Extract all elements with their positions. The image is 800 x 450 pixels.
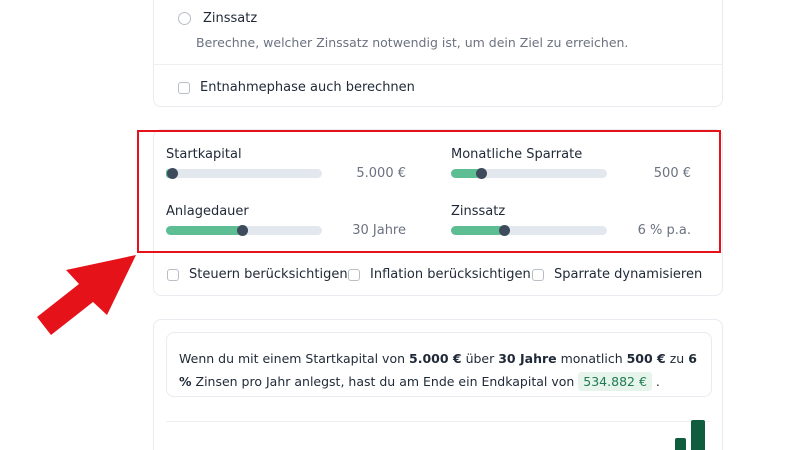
dynamic-label: Sparrate dynamisieren — [554, 267, 703, 282]
monthly-rate-slider[interactable] — [451, 168, 607, 179]
chart-bar-large — [691, 420, 705, 450]
final-capital-badge: 534.882 € — [578, 372, 652, 391]
result-summary: Wenn du mit einem Startkapital von 5.000… — [166, 332, 712, 397]
interest-rate-label: Zinssatz — [451, 204, 506, 219]
slider-fill — [451, 169, 481, 178]
result-monthly-rate: 500 € — [626, 351, 666, 366]
slider-fill — [166, 226, 242, 235]
result-start-capital: 5.000 € — [409, 351, 462, 366]
interest-rate-slider[interactable] — [451, 225, 607, 236]
withdrawal-phase-checkbox[interactable] — [178, 81, 190, 94]
dynamic-option[interactable]: Sparrate dynamisieren — [532, 267, 702, 282]
start-capital-value: 5.000 € — [356, 166, 406, 181]
slider-thumb[interactable] — [499, 225, 510, 236]
chart-bar-small — [675, 438, 686, 450]
result-text: monatlich — [556, 351, 627, 366]
result-text: zu — [665, 351, 689, 366]
parameters-card: Startkapital 5.000 € Monatliche Sparrate… — [153, 129, 723, 296]
monthly-rate-value: 500 € — [653, 166, 691, 181]
result-text: Zinsen pro Jahr anlegst, hast du am Ende… — [191, 374, 579, 389]
inflation-checkbox[interactable] — [348, 268, 360, 281]
start-capital-label: Startkapital — [166, 147, 242, 162]
calculation-mode-card: Zinssatz Berechne, welcher Zinssatz notw… — [153, 0, 723, 107]
taxes-option[interactable]: Steuern berücksichtigen — [167, 267, 348, 282]
radio-label: Zinssatz — [203, 11, 258, 26]
slider-thumb[interactable] — [167, 168, 178, 179]
radio-button[interactable] — [178, 12, 191, 25]
slider-fill — [451, 226, 504, 235]
taxes-checkbox[interactable] — [167, 268, 179, 281]
result-text: Wenn du mit einem Startkapital von — [179, 351, 409, 366]
result-text: . — [651, 374, 660, 389]
start-capital-slider[interactable] — [166, 168, 322, 179]
withdrawal-phase-label: Entnahmephase auch berechnen — [200, 80, 415, 95]
duration-value: 30 Jahre — [352, 223, 406, 238]
result-text: über — [461, 351, 499, 366]
inflation-label: Inflation berücksichtigen — [370, 267, 531, 282]
divider — [166, 421, 710, 422]
inflation-option[interactable]: Inflation berücksichtigen — [348, 267, 531, 282]
radio-option-zinssatz[interactable]: Zinssatz — [178, 11, 257, 26]
radio-description: Berechne, welcher Zinssatz notwendig ist… — [196, 35, 629, 50]
duration-label: Anlagedauer — [166, 204, 249, 219]
withdrawal-phase-option[interactable]: Entnahmephase auch berechnen — [178, 80, 415, 95]
slider-thumb[interactable] — [237, 225, 248, 236]
taxes-label: Steuern berücksichtigen — [189, 267, 348, 282]
dynamic-checkbox[interactable] — [532, 268, 544, 281]
result-duration: 30 Jahre — [498, 351, 557, 366]
divider — [154, 64, 722, 65]
duration-slider[interactable] — [166, 225, 322, 236]
monthly-rate-label: Monatliche Sparrate — [451, 147, 583, 162]
result-interest: 6 % — [179, 351, 697, 389]
interest-rate-value: 6 % p.a. — [637, 223, 691, 238]
result-card: Wenn du mit einem Startkapital von 5.000… — [153, 319, 723, 450]
slider-thumb[interactable] — [476, 168, 487, 179]
